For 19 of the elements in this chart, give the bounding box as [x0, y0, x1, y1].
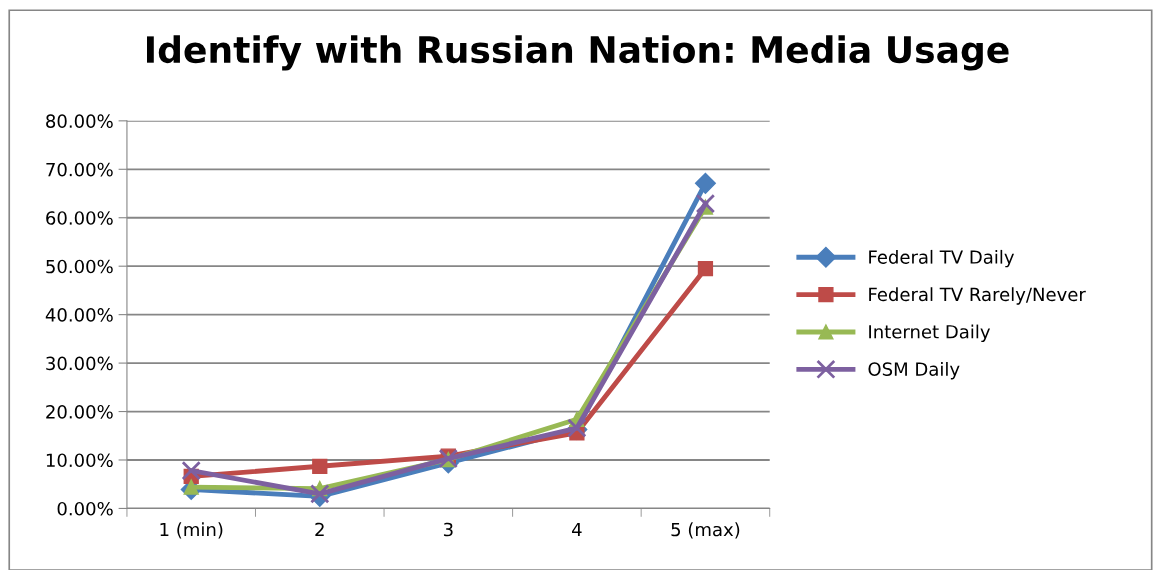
- y-tick-label: 50.00%: [46, 259, 113, 274]
- y-tick-label: 60.00%: [46, 211, 113, 225]
- y-tick-label: 80.00%: [46, 114, 113, 128]
- y-tick-label: 20.00%: [46, 405, 113, 419]
- y-tick-label: 0.00%: [57, 501, 113, 516]
- x-tick-label: 2: [315, 522, 324, 537]
- legend-label: Federal TV Daily: [869, 249, 1015, 268]
- x-tick-label: 1 (min): [160, 522, 223, 539]
- x-tick-label: 3: [443, 522, 453, 537]
- y-tick-label: 30.00%: [46, 356, 113, 371]
- x-tick-label: 5 (max): [671, 522, 740, 539]
- x-tick-label: 4: [572, 522, 582, 537]
- legend-label: OSM Daily: [868, 361, 960, 380]
- legend-label: Federal TV Rarely/Never: [869, 287, 1086, 305]
- y-tick-label: 10.00%: [46, 453, 113, 468]
- y-tick-label: 40.00%: [45, 308, 113, 322]
- legend-label: Internet Daily: [869, 324, 991, 343]
- chart-title: Identify with Russian Nation: Media Usage: [147, 35, 1009, 71]
- y-tick-label: 70.00%: [46, 162, 113, 177]
